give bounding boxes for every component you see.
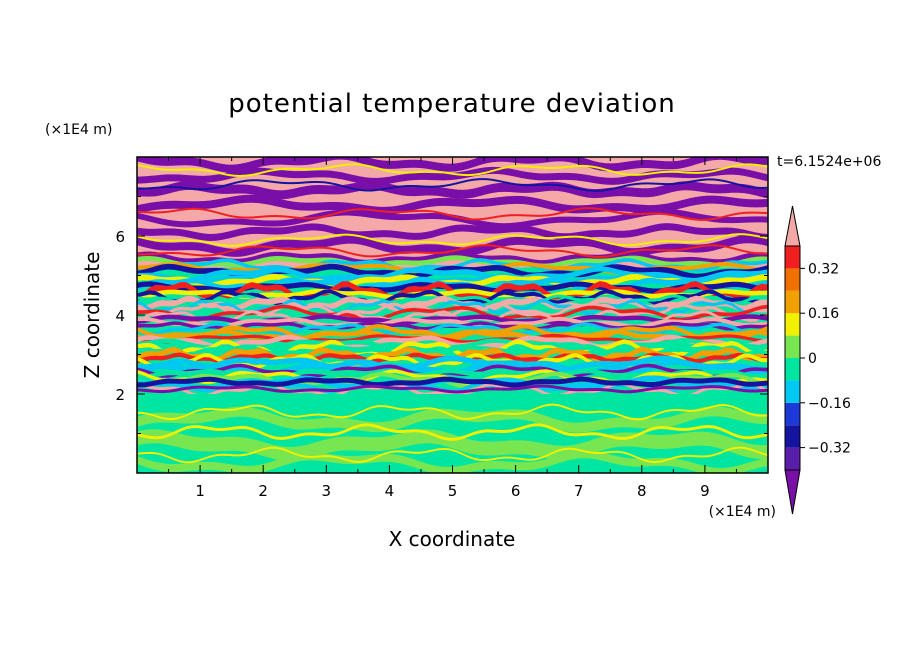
x-axis-label: X coordinate (389, 527, 516, 551)
field-band (137, 266, 768, 284)
x-tick-label: 4 (385, 482, 395, 500)
y-unit-label: (×1E4 m) (45, 122, 112, 138)
field-band (137, 233, 768, 247)
field-band (137, 289, 768, 306)
field-band (137, 223, 768, 242)
colorbar: 0.32 0.16 0 −0.16 −0.32 (784, 205, 851, 515)
x-tick-label: 3 (322, 482, 332, 500)
field-band (137, 207, 768, 221)
colorbar-segment (785, 402, 800, 426)
y-tick-labels: 2 4 6 (115, 228, 125, 404)
field-band (137, 406, 768, 433)
field-band (137, 194, 768, 215)
y-tick-label: 6 (115, 228, 125, 246)
x-tick-label: 9 (700, 482, 710, 500)
colorbar-segment (785, 335, 800, 358)
colorbar-segment (785, 268, 800, 291)
field-band (137, 255, 768, 269)
colorbar-tick-label: 0 (808, 351, 817, 367)
field-band (137, 316, 768, 329)
field-band (137, 363, 768, 378)
colorbar-segment (785, 358, 800, 381)
field-band (137, 446, 768, 464)
x-tick-label: 8 (637, 482, 647, 500)
x-tick-label: 7 (574, 482, 584, 500)
field-band (137, 166, 768, 185)
field-band (137, 403, 768, 421)
x-tick-label: 6 (511, 482, 521, 500)
field-band (137, 244, 768, 258)
field-band (137, 384, 768, 394)
x-tick-label: 5 (448, 482, 458, 500)
y-tick-label: 2 (115, 386, 125, 404)
field-band (137, 376, 768, 388)
colorbar-tick-label: −0.32 (808, 441, 851, 457)
colorbar-extend-max (784, 205, 801, 247)
colorbar-extend-min (784, 469, 801, 515)
field-band (137, 450, 768, 473)
x-tick-label: 2 (258, 482, 268, 500)
colorbar-segment (785, 313, 800, 336)
x-tick-label: 1 (195, 482, 205, 500)
colorbar-tick-label: 0.32 (808, 261, 839, 277)
field-band (137, 180, 768, 200)
plot-field (137, 157, 768, 473)
field-band (137, 250, 768, 266)
y-axis-label: Z coordinate (80, 252, 104, 379)
field-band (137, 304, 768, 322)
x-tick-labels: 1 2 3 4 5 6 7 8 9 (195, 482, 709, 500)
field-bands (137, 157, 768, 473)
colorbar-segment (785, 380, 800, 403)
chart-title: potential temperature deviation (228, 89, 675, 119)
colorbar-segment (785, 246, 800, 269)
colorbar-tick-label: −0.16 (808, 396, 851, 412)
colorbar-segment (785, 447, 800, 470)
colorbar-segment (785, 290, 800, 314)
field-band (137, 368, 768, 380)
colorbar-tick-label: 0.16 (808, 306, 839, 322)
field-band (137, 163, 768, 177)
tick-marks (137, 157, 768, 473)
field-band (137, 235, 768, 257)
field-band (137, 423, 768, 441)
field-band (137, 281, 768, 294)
colorbar-segment (785, 425, 800, 448)
field-band (137, 298, 768, 316)
field-band (137, 355, 768, 374)
field-band (137, 178, 768, 192)
field-band (137, 208, 768, 230)
field-band (137, 322, 768, 336)
x-unit-label: (×1E4 m) (709, 504, 776, 520)
y-tick-label: 4 (115, 307, 125, 325)
field-band (137, 382, 768, 398)
time-label: t=6.1524e+06 (777, 154, 881, 170)
field-band (137, 302, 768, 318)
